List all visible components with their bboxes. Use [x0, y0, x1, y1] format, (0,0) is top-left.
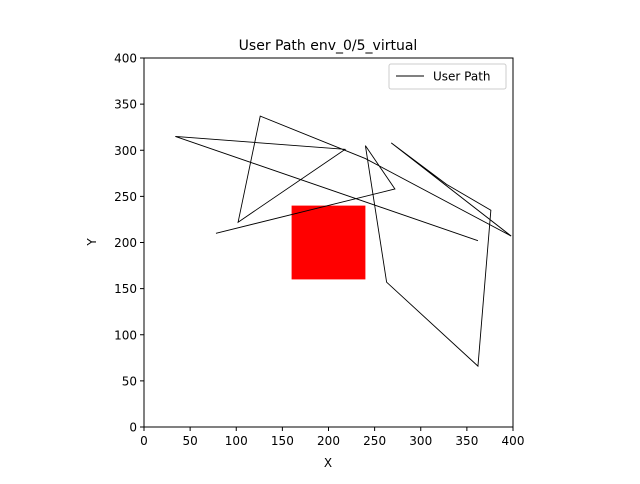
legend-label: User Path [433, 70, 491, 84]
y-tick-label: 200 [114, 236, 137, 250]
y-tick-label: 300 [114, 144, 137, 158]
x-tick-label: 350 [455, 434, 478, 448]
plot-area [175, 115, 512, 368]
series-line-user-path [175, 115, 512, 368]
y-axis-label: Y [85, 238, 99, 247]
y-tick-label: 400 [114, 52, 137, 66]
y-tick-label: 50 [122, 374, 137, 388]
x-tick-label: 100 [225, 434, 248, 448]
x-tick-label: 0 [140, 434, 148, 448]
plot-frame [143, 57, 514, 428]
x-tick-label: 200 [317, 434, 340, 448]
x-tick-label: 50 [182, 434, 197, 448]
x-tick-label: 150 [271, 434, 294, 448]
y-tick-label: 0 [129, 421, 137, 435]
x-tick-label: 300 [409, 434, 432, 448]
legend: User Path [388, 63, 507, 90]
x-axis-label: X [324, 456, 332, 470]
chart-title: User Path env_0/5_virtual [239, 38, 418, 54]
x-tick-label: 400 [502, 434, 525, 448]
y-tick-label: 250 [114, 190, 137, 204]
y-tick-label: 350 [114, 98, 137, 112]
y-tick-label: 150 [114, 282, 137, 296]
x-tick-label: 250 [363, 434, 386, 448]
axis-ticks: 0 50 100 150 200 250 300 350 400 0 50 100 150 200 250 3… [114, 52, 524, 449]
legend-box [388, 63, 507, 90]
obstacle-rect [291, 205, 366, 280]
y-tick-label: 100 [114, 328, 137, 342]
